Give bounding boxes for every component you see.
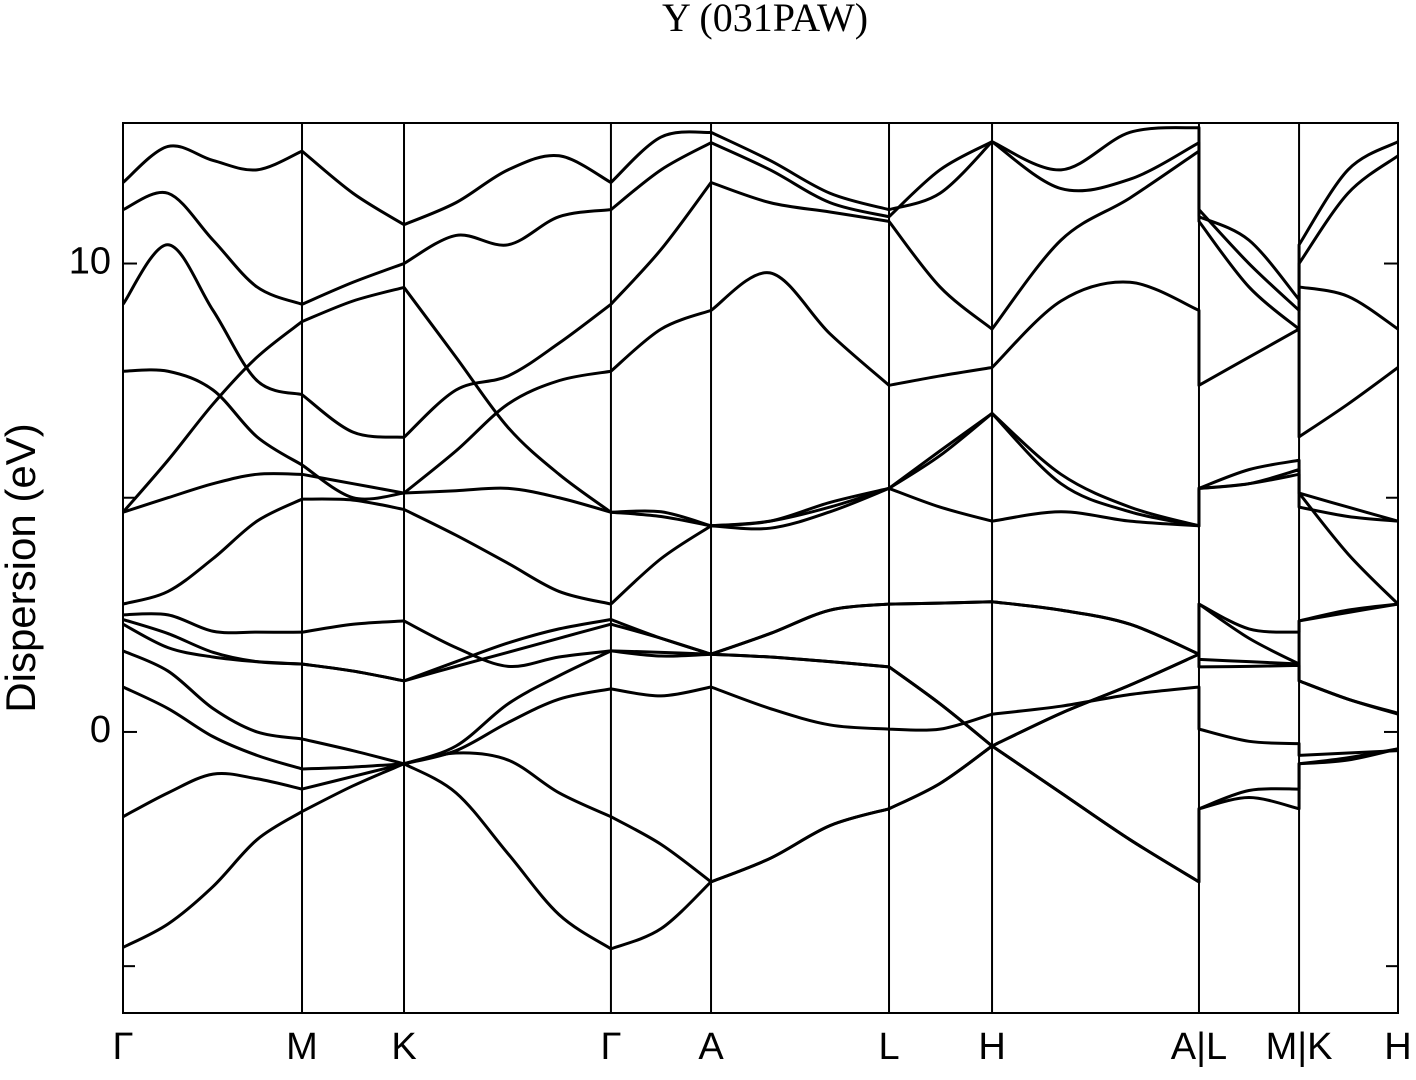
band-line (123, 744, 1398, 951)
x-tick-label: H (1384, 1026, 1411, 1068)
band-line (123, 600, 1398, 683)
plot-frame (122, 122, 1399, 1014)
x-tick-label: L (878, 1026, 899, 1068)
x-tick-label: H (978, 1026, 1005, 1068)
band-line (123, 744, 1398, 884)
chart-title: Y (031PAW) (662, 0, 868, 40)
band-line (123, 649, 1398, 766)
y-tick-label: 0 (90, 709, 111, 751)
band-line (123, 685, 1398, 771)
band-line (123, 126, 1398, 302)
y-axis-label: Dispersion (eV) (0, 423, 44, 712)
band-line (123, 618, 1398, 748)
x-tick-label: A (698, 1026, 724, 1068)
x-tick-label: Γ (600, 1026, 621, 1068)
x-tick-label: A|L (1171, 1026, 1227, 1068)
x-tick-label: M (286, 1026, 318, 1068)
x-tick-label: Γ (113, 1026, 134, 1068)
band-line (123, 140, 1398, 312)
band-line (123, 600, 1398, 669)
band-line (123, 411, 1398, 606)
band-line (123, 271, 1398, 501)
x-tick-label: M|K (1266, 1026, 1333, 1068)
band-line (123, 285, 1398, 528)
x-tick-label: K (391, 1026, 416, 1068)
grid-layer: 0 10 Γ M K Γ A L H A|L M|K H (69, 123, 1412, 1068)
y-tick-label: 10 (69, 241, 111, 283)
bands (123, 126, 1398, 951)
band-line (123, 149, 1398, 439)
